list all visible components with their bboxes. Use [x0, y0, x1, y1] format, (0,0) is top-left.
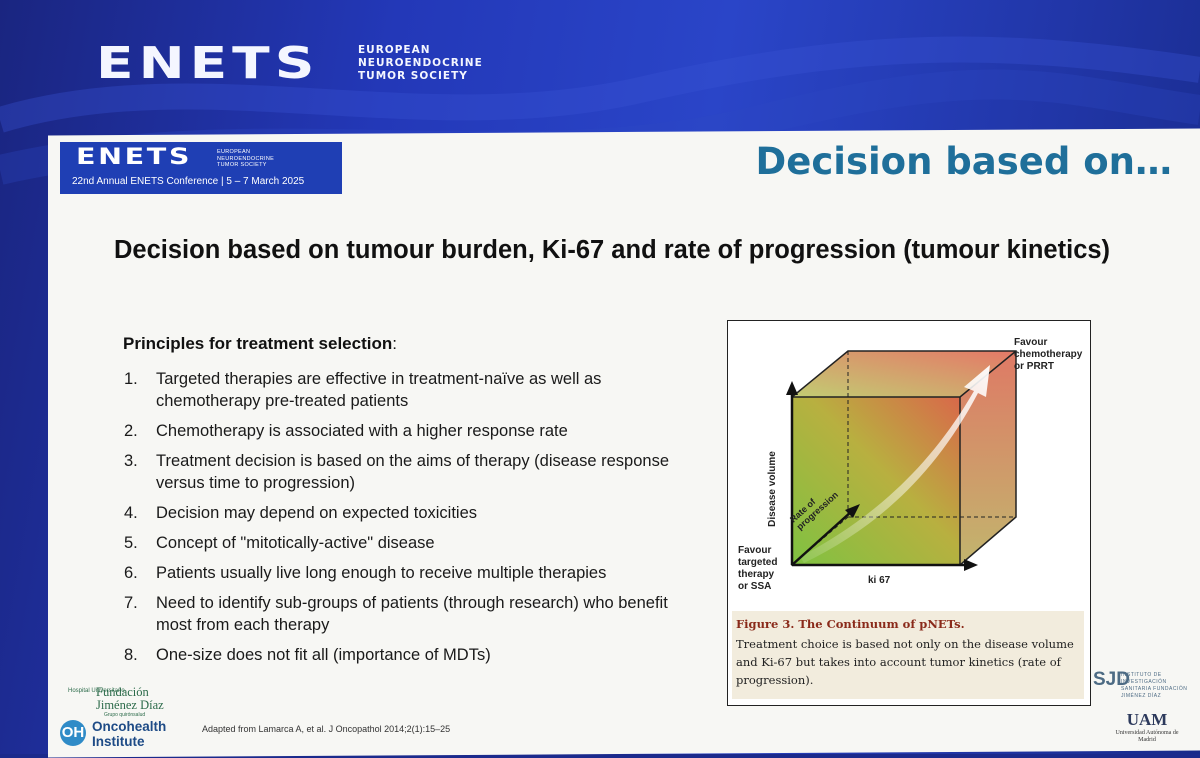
- oncohealth-icon: OH: [60, 720, 86, 746]
- header-enets-logo: ENETS: [76, 145, 193, 170]
- principle-number: 2.: [124, 422, 138, 440]
- slide-title: Decision based on…: [755, 140, 1172, 183]
- label-line: chemotherapy: [1014, 349, 1083, 360]
- principle-item: 8. One-size does not fit all (importance …: [124, 644, 704, 666]
- progression-sweep-arrow: [800, 365, 990, 563]
- header-org-line-2: NEUROENDOCRINE: [217, 155, 275, 162]
- continuum-figure: Favour chemotherapy or PRRT Favour targe…: [727, 320, 1091, 706]
- principle-number: 1.: [124, 370, 138, 388]
- principle-item: 4. Decision may depend on expected toxici…: [124, 502, 704, 524]
- main-heading: Decision based on tumour burden, Ki-67 a…: [114, 236, 1111, 264]
- enets-banner-org: EUROPEAN NEUROENDOCRINE TUMOR SOCIETY: [358, 44, 483, 83]
- source-credit: Adapted from Lamarca A, et al. J Oncopat…: [202, 724, 451, 734]
- uam-mark: UAM: [1126, 710, 1168, 729]
- label-line: Favour: [738, 545, 772, 556]
- cube-side-face: [960, 351, 1016, 565]
- x-axis-label: ki 67: [868, 575, 891, 586]
- principle-text: Need to identify sub-groups of patients …: [156, 594, 668, 634]
- principle-text: Decision may depend on expected toxiciti…: [156, 504, 478, 522]
- figure-caption: Figure 3. The Continuum of pNETs. Treatm…: [732, 611, 1084, 699]
- caption-text: Treatment choice is based not only on th…: [736, 637, 1074, 687]
- header-org-line-3: TUMOR SOCIETY: [217, 162, 267, 168]
- principles-title-colon: :: [392, 334, 397, 353]
- principles-title-text: Principles for treatment selection: [123, 334, 393, 353]
- principle-text: One-size does not fit all (importance of…: [156, 646, 491, 664]
- fjd-group: Grupo quirónsalud: [104, 712, 146, 718]
- y-axis-label: Disease volume: [767, 451, 778, 527]
- label-favour-targeted: Favour targeted therapy or SSA: [738, 545, 777, 593]
- fjd-name-line-2: Jiménez Díaz: [96, 698, 164, 712]
- iis-fjd-logo: SJD INSTITUTO DE INVESTIGACIÓN SANITARIA…: [1093, 670, 1193, 714]
- cube-top-face: [792, 351, 1016, 397]
- conference-header-box: ENETS EUROPEAN NEUROENDOCRINE TUMOR SOCI…: [60, 142, 342, 194]
- cube-front-face: [792, 397, 960, 565]
- sjd-mark: SJD: [1093, 669, 1130, 690]
- label-line: or SSA: [738, 581, 772, 592]
- principle-number: 6.: [124, 564, 138, 582]
- principle-text: Treatment decision is based on the aims …: [156, 452, 669, 492]
- uam-sub: Universidad Autónoma de Madrid: [1115, 730, 1179, 743]
- label-line: therapy: [738, 569, 775, 580]
- principle-number: 8.: [124, 646, 138, 664]
- principle-number: 4.: [124, 504, 138, 522]
- fjd-small-text: Hospital Universitario: [68, 688, 125, 694]
- oncohealth-logo: OH Oncohealth Institute: [60, 718, 200, 752]
- fundacion-jimenez-diaz-logo: Hospital Universitario Fundación Jiménez…: [68, 685, 198, 718]
- org-line-3: TUMOR SOCIETY: [358, 70, 468, 82]
- caption-title: Figure 3. The Continuum of pNETs.: [736, 617, 965, 631]
- org-line-1: EUROPEAN: [358, 44, 431, 56]
- principle-text: Targeted therapies are effective in trea…: [156, 370, 602, 410]
- principle-item: 1. Targeted therapies are effective in tr…: [124, 368, 704, 412]
- label-line: Favour: [1014, 337, 1048, 348]
- header-org-text: EUROPEAN NEUROENDOCRINE TUMOR SOCIETY: [217, 149, 274, 169]
- principle-item: 2. Chemotherapy is associated with a high…: [124, 420, 704, 442]
- iis-text: INSTITUTO DE INVESTIGACIÓN SANITARIA FUN…: [1121, 672, 1188, 699]
- conference-info: 22nd Annual ENETS Conference | 5 – 7 Mar…: [72, 176, 305, 187]
- label-line: or PRRT: [1014, 361, 1054, 372]
- uam-logo: UAM Universidad Autónoma de Madrid: [1112, 710, 1182, 750]
- oncohealth-institute: Institute: [92, 734, 145, 749]
- fjd-name-line-1: Fundación: [96, 685, 149, 699]
- principles-list: 1. Targeted therapies are effective in tr…: [124, 368, 704, 674]
- label-line: targeted: [738, 557, 778, 568]
- principle-text: Chemotherapy is associated with a higher…: [156, 422, 568, 440]
- principle-text: Concept of "mitotically-active" disease: [156, 534, 435, 552]
- oncohealth-name: Oncohealth: [92, 719, 167, 734]
- enets-banner-logo: ENETS: [96, 38, 320, 89]
- principle-text: Patients usually live long enough to rec…: [156, 564, 607, 582]
- label-favour-chemo: Favour chemotherapy or PRRT: [1014, 337, 1082, 373]
- org-line-2: NEUROENDOCRINE: [358, 57, 483, 69]
- header-org-line-1: EUROPEAN: [217, 149, 251, 155]
- principle-number: 7.: [124, 594, 138, 612]
- principle-number: 5.: [124, 534, 138, 552]
- principle-item: 3. Treatment decision is based on the aim…: [124, 450, 704, 494]
- cube-diagram: [786, 350, 1017, 571]
- principle-item: 6. Patients usually live long enough to r…: [124, 562, 704, 584]
- principle-item: 7. Need to identify sub-groups of patient…: [124, 592, 704, 636]
- principle-item: 5. Concept of "mitotically-active" diseas…: [124, 532, 704, 554]
- principles-title: Principles for treatment selection:: [123, 334, 397, 354]
- principle-number: 3.: [124, 452, 138, 470]
